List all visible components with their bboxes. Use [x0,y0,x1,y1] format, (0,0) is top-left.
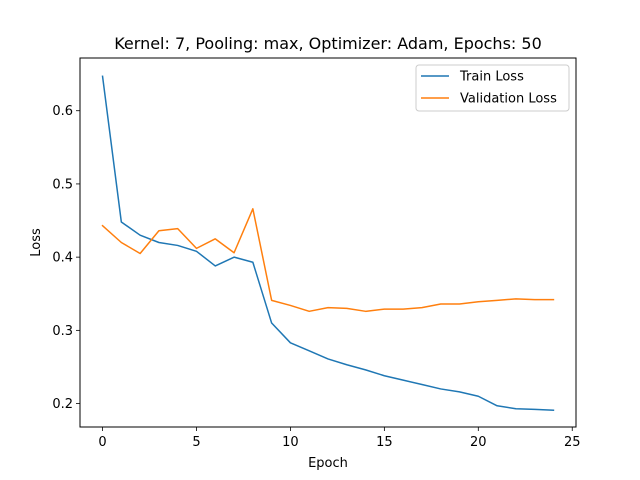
y-tick-label: 0.4 [52,251,73,266]
legend-label-train-loss: Train Loss [459,70,524,85]
x-tick-label: 25 [564,435,581,450]
x-axis-ticks: 0 5 10 15 20 25 [98,427,581,450]
x-axis-label: Epoch [308,456,348,471]
x-tick-label: 15 [376,435,393,450]
series-line-train-loss [101,75,555,411]
x-tick-label: 5 [192,435,200,450]
y-tick-label: 0.5 [52,177,73,192]
series-lines [101,75,555,411]
axes-frame [79,57,577,428]
legend-box [415,64,570,112]
x-tick-label: 0 [98,435,106,450]
legend: Train Loss Validation Loss [415,64,570,112]
y-tick-label: 0.2 [52,397,73,412]
y-tick-label: 0.6 [52,104,73,119]
plot-area [79,57,577,428]
y-tick-label: 0.3 [52,324,73,339]
x-tick-label: 20 [470,435,487,450]
y-axis-label: Loss [29,228,44,257]
chart-title: Kernel: 7, Pooling: max, Optimizer: Adam… [114,34,542,53]
x-tick-label: 10 [282,435,299,450]
legend-label-validation-loss: Validation Loss [460,92,557,107]
series-line-validation-loss [101,208,555,313]
y-axis-ticks: 0.2 0.3 0.4 0.5 0.6 [52,104,80,412]
